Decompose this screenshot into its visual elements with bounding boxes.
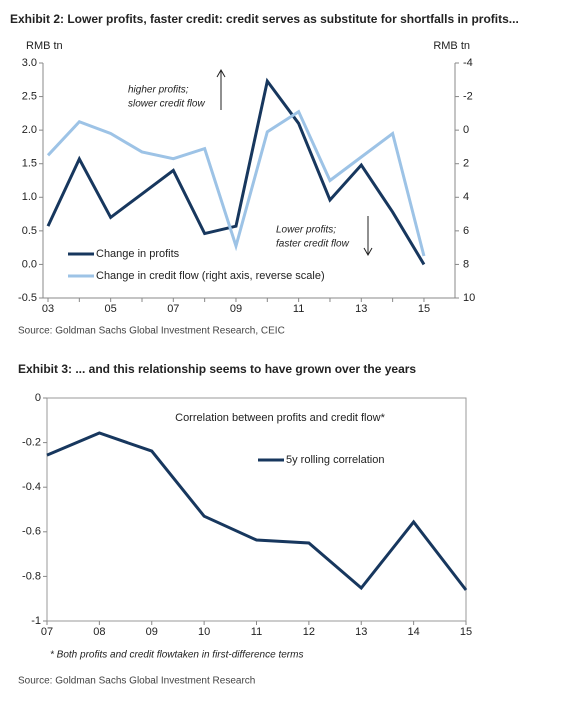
x-tick-label: 15 — [418, 303, 430, 315]
annotation: slower credit flow — [128, 99, 205, 110]
x-tick-label: 03 — [42, 303, 54, 315]
x-tick-label: 13 — [355, 303, 367, 315]
x-tick-label: 10 — [198, 626, 210, 638]
y-tick-label: 0.0 — [22, 258, 37, 270]
x-tick-label: 09 — [230, 303, 242, 315]
y2-tick-label: 2 — [463, 158, 469, 170]
y-tick-label: -0.4 — [22, 481, 41, 493]
y2-tick-label: 8 — [463, 258, 469, 270]
annotation: Lower profits; — [276, 225, 336, 236]
y2-tick-label: -4 — [463, 57, 473, 69]
x-tick-label: 07 — [41, 626, 53, 638]
y-tick-label: -0.2 — [22, 437, 41, 449]
y2-tick-label: 4 — [463, 191, 469, 203]
y-tick-label: 3.0 — [22, 57, 37, 69]
x-tick-label: 12 — [303, 626, 315, 638]
x-tick-label: 13 — [355, 626, 367, 638]
x-tick-label: 09 — [146, 626, 158, 638]
annotation: higher profits; — [128, 85, 189, 96]
y-tick-label: -0.8 — [22, 570, 41, 582]
footnote: * Both profits and credit flowtaken in f… — [50, 650, 303, 661]
series-line — [46, 77, 426, 266]
y-tick-label: 2.0 — [22, 124, 37, 136]
y2-tick-label: 10 — [463, 292, 475, 304]
legend-label: Change in credit flow (right axis, rever… — [96, 270, 325, 282]
y-tick-label: 0 — [35, 392, 41, 404]
y-tick-label: -0.6 — [22, 526, 41, 538]
y-axis-label: RMB tn — [26, 40, 63, 52]
arrow — [216, 68, 226, 110]
y-tick-label: 1.5 — [22, 158, 37, 170]
series-line — [46, 431, 468, 591]
plot-frame — [46, 397, 467, 622]
x-tick-label: 11 — [251, 626, 262, 638]
y2-axis-label: RMB tn — [433, 40, 470, 52]
source: Source: Goldman Sachs Global Investment … — [18, 676, 255, 687]
y-tick-label: 0.5 — [22, 225, 37, 237]
y2-tick-label: -2 — [463, 90, 473, 102]
series-line — [46, 109, 426, 257]
legend-label: 5y rolling correlation — [286, 454, 384, 466]
y2-tick-label: 0 — [463, 124, 469, 136]
chart-subtitle: Correlation between profits and credit f… — [175, 412, 385, 424]
y-tick-label: -0.5 — [18, 292, 37, 304]
annotation: faster credit flow — [276, 239, 350, 250]
x-tick-label: 14 — [408, 626, 420, 638]
y-tick-label: 2.5 — [22, 90, 37, 102]
x-tick-label: 11 — [293, 303, 304, 315]
legend-label: Change in profits — [96, 248, 180, 260]
x-tick-label: 05 — [105, 303, 117, 315]
arrow — [363, 216, 373, 257]
x-tick-label: 15 — [460, 626, 472, 638]
x-tick-label: 07 — [167, 303, 179, 315]
x-tick-label: 08 — [93, 626, 105, 638]
exhibit-title: Exhibit 2: Lower profits, faster credit:… — [10, 12, 519, 26]
exhibit-title: Exhibit 3: ... and this relationship see… — [18, 362, 416, 376]
y2-tick-label: 6 — [463, 225, 469, 237]
y-tick-label: -1 — [31, 615, 41, 627]
source: Source: Goldman Sachs Global Investment … — [18, 326, 285, 337]
y-tick-label: 1.0 — [22, 191, 37, 203]
